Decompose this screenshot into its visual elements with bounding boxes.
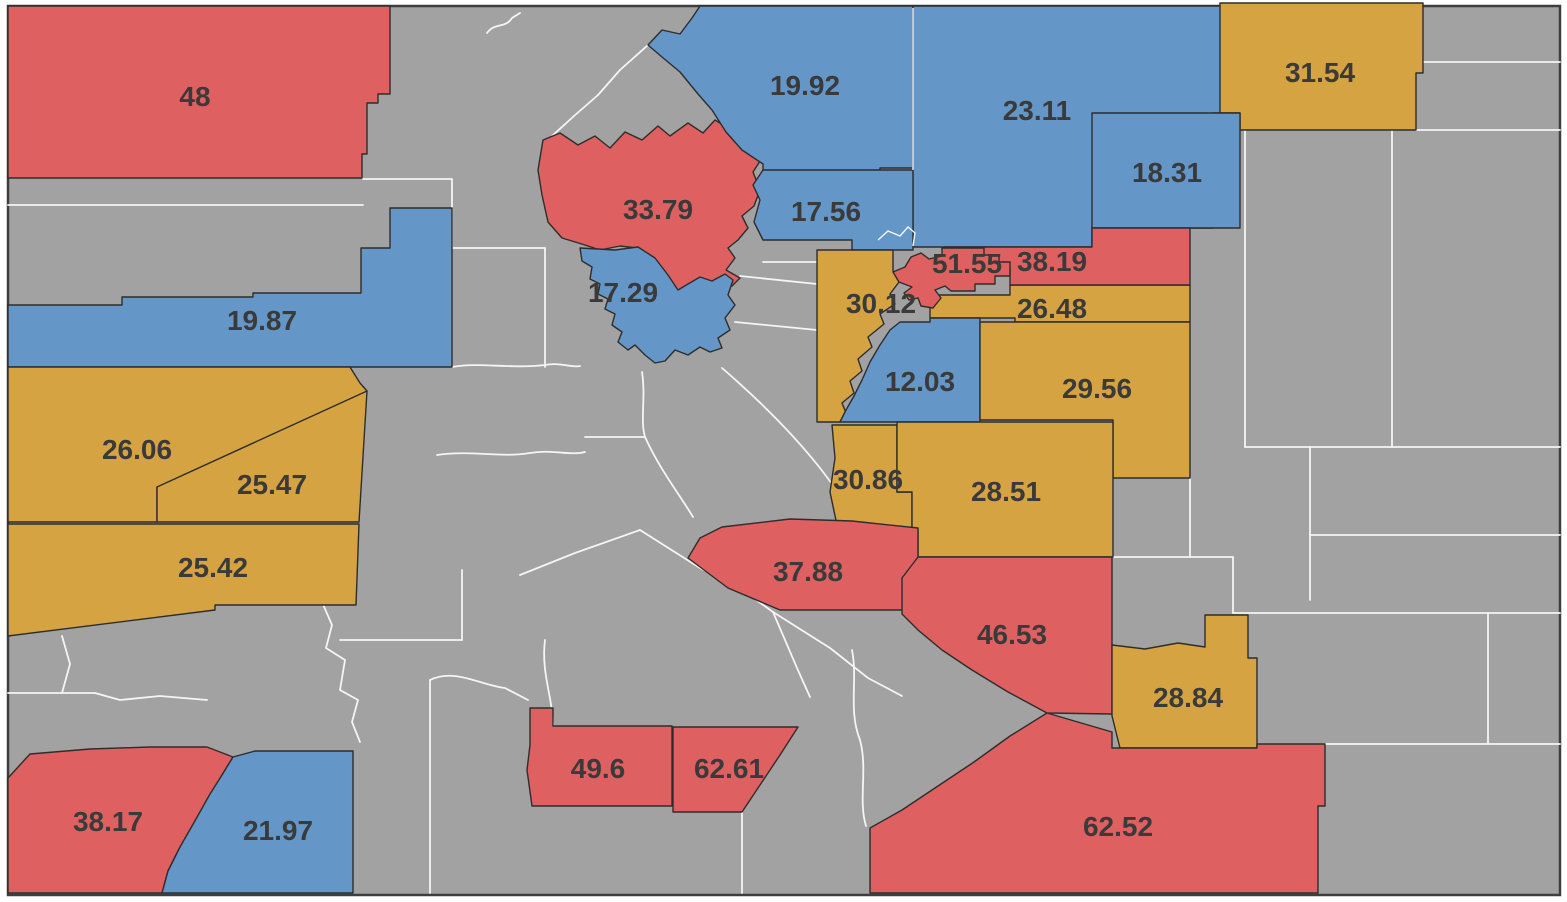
county-la-plata[interactable] <box>161 750 354 894</box>
county-grand[interactable] <box>537 119 763 294</box>
gray-county-boundary <box>429 674 529 701</box>
gray-county-boundary <box>772 611 811 698</box>
county-boundary-overline <box>877 226 916 247</box>
gray-county-boundary <box>321 601 361 743</box>
county-montrose[interactable] <box>7 523 360 637</box>
county-moffat[interactable] <box>7 5 391 179</box>
county-delta[interactable] <box>156 390 368 523</box>
gray-county-boundary <box>644 436 694 518</box>
county-summit[interactable] <box>579 246 736 364</box>
gray-county-boundary <box>7 692 208 701</box>
gray-county-boundary <box>851 649 867 827</box>
county-rio-grande[interactable] <box>526 707 673 807</box>
county-denver[interactable] <box>892 247 1011 309</box>
county-larimer[interactable] <box>647 5 914 173</box>
county-las-animas[interactable] <box>869 712 1326 894</box>
gray-county-boundary <box>61 635 71 694</box>
gray-county-boundary <box>739 275 818 285</box>
gray-county-boundary <box>486 12 521 34</box>
county-rio-blanco[interactable] <box>7 207 453 368</box>
county-alamosa[interactable] <box>672 726 799 813</box>
gray-county-boundary <box>519 529 641 576</box>
gray-county-boundary <box>772 611 903 697</box>
gray-county-boundary <box>734 321 818 331</box>
county-el-paso[interactable] <box>896 421 1114 558</box>
county-otero[interactable] <box>1111 614 1258 749</box>
county-boulder[interactable] <box>752 169 914 251</box>
county-fremont[interactable] <box>687 518 919 611</box>
county-douglas[interactable] <box>839 317 981 423</box>
county-morgan[interactable] <box>1091 112 1241 229</box>
gray-county-boundary <box>641 371 646 438</box>
gray-county-boundary <box>451 363 581 368</box>
gray-county-boundary <box>436 450 586 456</box>
counties-layer <box>7 2 1424 894</box>
overline-boundaries-layer <box>877 8 916 247</box>
county-logan[interactable] <box>1219 2 1424 131</box>
